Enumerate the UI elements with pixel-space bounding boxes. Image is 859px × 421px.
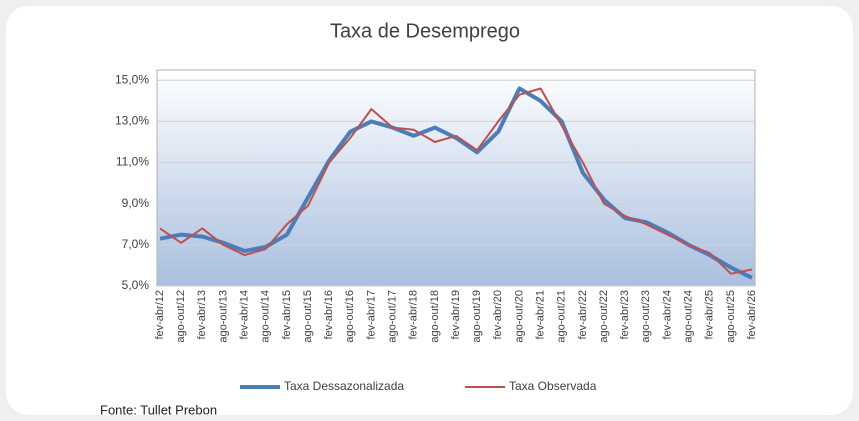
legend-label: Taxa Dessazonalizada	[284, 379, 404, 393]
x-tick-label: ago-out/22	[598, 290, 610, 343]
x-tick-label: fev-abr/18	[408, 290, 420, 340]
y-tick-label: 15,0%	[115, 72, 149, 86]
x-tick-label: fev-abr/23	[619, 290, 631, 340]
x-tick-label: ago-out/18	[429, 290, 441, 343]
x-tick-label: fev-abr/12	[154, 290, 166, 340]
x-tick-label: ago-out/15	[302, 290, 314, 343]
x-tick-label: fev-abr/20	[492, 290, 504, 340]
chart-title: Taxa de Desemprego	[330, 20, 520, 42]
x-tick-label: ago-out/21	[556, 290, 568, 343]
x-tick-label: fev-abr/21	[534, 290, 546, 340]
x-tick-label: fev-abr/19	[450, 290, 462, 340]
x-tick-label: fev-abr/15	[281, 290, 293, 340]
y-tick-label: 13,0%	[115, 114, 149, 128]
line	[159, 86, 753, 280]
x-tick-label: fev-abr/13	[196, 290, 208, 340]
x-tick-label: ago-out/16	[344, 290, 356, 343]
x-tick-label: ago-out/17	[386, 290, 398, 343]
x-tick-label: fev-abr/16	[323, 290, 335, 340]
x-tick-label: fev-abr/22	[577, 290, 589, 340]
x-tick-label: ago-out/12	[175, 290, 187, 343]
x-tick-label: ago-out/13	[217, 290, 229, 343]
x-tick-label: ago-out/19	[471, 290, 483, 343]
x-tick-label: fev-abr/24	[661, 290, 673, 340]
x-tick-label: fev-abr/26	[746, 290, 758, 340]
x-tick-label: ago-out/24	[682, 290, 694, 343]
x-tick-label: ago-out/14	[260, 290, 272, 343]
line	[159, 87, 753, 275]
x-tick-label: fev-abr/17	[365, 290, 377, 340]
legend-label: Taxa Observada	[509, 379, 597, 393]
x-tick-label: ago-out/20	[513, 290, 525, 343]
x-tick-label: fev-abr/14	[238, 290, 250, 340]
y-tick-label: 9,0%	[122, 196, 150, 210]
x-tick-label: ago-out/25	[725, 290, 737, 343]
y-tick-label: 5,0%	[122, 278, 150, 292]
y-tick-label: 11,0%	[116, 155, 149, 169]
y-tick-label: 7,0%	[122, 237, 150, 251]
source: Fonte: Tullet Prebon	[100, 402, 217, 417]
x-tick-label: fev-abr/25	[704, 290, 716, 340]
x-tick-label: ago-out/23	[640, 290, 652, 343]
